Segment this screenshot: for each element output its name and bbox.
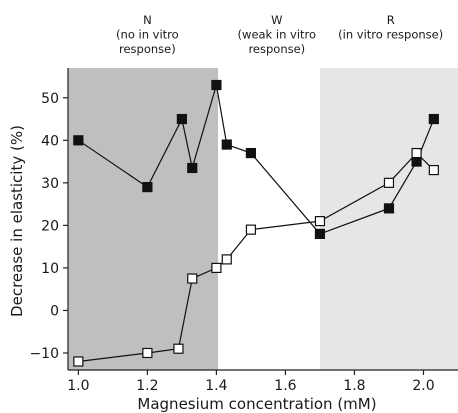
- x-tick-label-5: 2.0: [412, 378, 434, 394]
- x-tick-label-0: 1.0: [67, 378, 89, 394]
- x-tick-label-3: 1.6: [274, 378, 296, 394]
- series-0-point-2: [176, 113, 187, 125]
- x-axis-label: Magnesium concentration (mM): [137, 395, 376, 413]
- series-1-point-3: [187, 273, 198, 284]
- y-tick-label-0: −10: [29, 346, 59, 362]
- region-label-1-line-0: W: [271, 13, 282, 27]
- region-band-2: [319, 68, 458, 370]
- series-0-point-6: [245, 147, 257, 159]
- region-label-0-line-0: N: [143, 13, 152, 27]
- series-1-point-2: [173, 343, 184, 354]
- series-0-point-7: [314, 228, 326, 239]
- series-1-point-10: [428, 164, 439, 176]
- region-label-2-line-0: R: [387, 13, 395, 27]
- region-label-2-line-1: (in vitro response): [338, 28, 443, 42]
- region-label-1-line-1: (weak in vitro: [238, 28, 317, 42]
- series-0-point-1: [142, 181, 153, 193]
- x-tick-label-1: 1.2: [136, 378, 158, 394]
- series-0-point-9: [411, 156, 422, 167]
- region-label-0-line-2: response): [119, 42, 176, 56]
- series-1-point-0: [73, 356, 84, 367]
- y-tick-label-4: 30: [41, 176, 59, 192]
- y-axis-label: Decrease in elasticity (%): [8, 125, 26, 317]
- y-tick-label-1: 0: [50, 303, 59, 319]
- series-1-point-1: [142, 347, 153, 359]
- region-label-1-line-2: response): [248, 42, 305, 56]
- series-1-point-9: [411, 147, 422, 159]
- series-0-point-4: [211, 79, 222, 91]
- region-band-1: [218, 68, 320, 370]
- series-0-point-8: [383, 203, 395, 214]
- region-label-0-line-1: (no in vitro: [116, 28, 179, 42]
- series-1-point-6: [245, 224, 257, 235]
- region-band-0: [68, 68, 219, 370]
- y-tick-label-6: 50: [41, 91, 59, 107]
- series-1-point-4: [211, 262, 222, 274]
- series-0-point-3: [187, 162, 198, 174]
- series-0-point-0: [73, 135, 84, 146]
- y-tick-label-2: 10: [41, 261, 59, 277]
- y-tick-label-5: 40: [41, 133, 59, 149]
- series-1-point-8: [383, 177, 395, 188]
- x-tick-label-4: 1.8: [343, 378, 365, 394]
- y-tick-label-3: 20: [41, 218, 59, 234]
- x-tick-label-2: 1.4: [205, 378, 227, 394]
- series-0-point-10: [428, 113, 439, 125]
- series-1-point-7: [314, 216, 326, 227]
- series-1-point-5: [221, 254, 232, 265]
- series-0-point-5: [221, 139, 232, 150]
